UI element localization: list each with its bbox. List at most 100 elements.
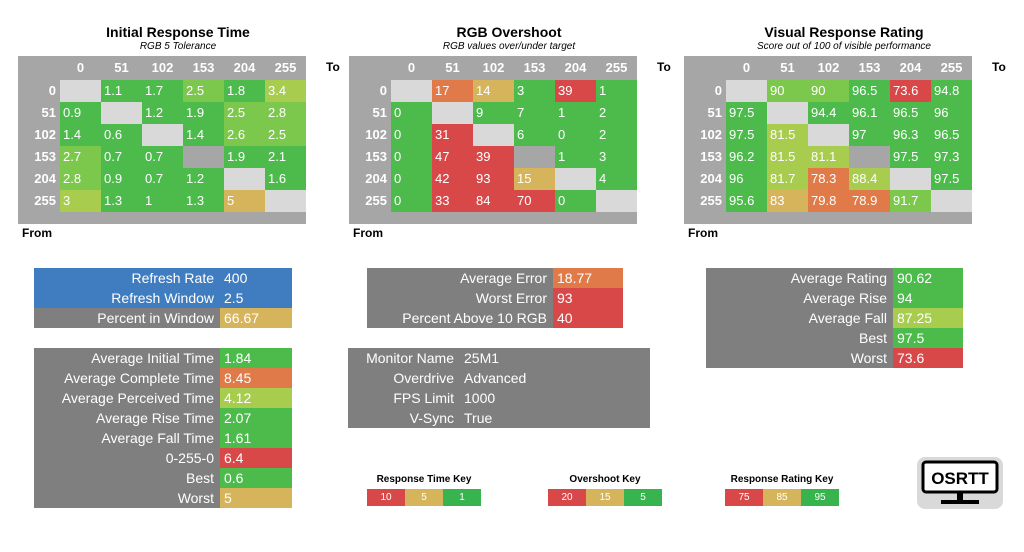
heatmap-cell: 97.3 <box>931 146 972 168</box>
stat-value: 400 <box>220 268 292 288</box>
row-header: 204 <box>700 171 722 186</box>
row-header: 153 <box>34 149 56 164</box>
heatmap-cell: 1.7 <box>142 80 183 102</box>
key-cell: 1 <box>443 489 481 506</box>
stat-label: Average Error <box>460 270 547 286</box>
stat-label: Average Complete Time <box>64 370 214 386</box>
stat-row: Worst Error 93 <box>367 288 623 308</box>
heatmap-cell: 81.1 <box>808 146 849 168</box>
heatmap-cell: 96 <box>931 102 972 124</box>
stat-label: Refresh Rate <box>34 268 220 288</box>
chart-title: RGB Overshoot <box>456 24 562 40</box>
row-header: 153 <box>365 149 387 164</box>
heatmap-cell <box>432 102 473 124</box>
heatmap-grid: 0 51 102 153 204 255 0 51 102 153 204 255 17 14 3 39 1 0 9… <box>349 56 637 224</box>
stat-value: 66.67 <box>220 308 292 328</box>
heatmap-initial-response: Initial Response Time RGB 5 Tolerance 0 5… <box>18 24 340 246</box>
heatmap-cell: 1.4 <box>183 124 224 146</box>
stat-row: Percent Above 10 RGB 40 <box>367 308 623 328</box>
key-cell: 5 <box>405 489 443 506</box>
heatmap-cell: 78.3 <box>808 168 849 190</box>
stat-value: 87.25 <box>893 308 963 328</box>
column-header: 204 <box>899 60 922 75</box>
heatmap-cell: 3 <box>60 190 101 212</box>
heatmap-cell: 7 <box>514 102 555 124</box>
heatmap-cell <box>890 168 931 190</box>
overshoot-key: Overshoot Key 20 15 5 <box>548 473 662 506</box>
heatmap-cell: 1 <box>596 80 637 102</box>
heatmap-cell: 0 <box>391 168 432 190</box>
heatmap-cell: 1.3 <box>101 190 142 212</box>
heatmap-cell: 0 <box>391 190 432 212</box>
column-header: 102 <box>482 60 505 75</box>
stat-value: 2.5 <box>220 288 292 308</box>
chart-subtitle: RGB 5 Tolerance <box>139 41 217 52</box>
heatmap-cell: 1.3 <box>183 190 224 212</box>
heatmap-cell: 78.9 <box>849 190 890 212</box>
column-header: 204 <box>233 60 256 75</box>
stat-value: 73.6 <box>893 348 963 368</box>
heatmap-cell: 39 <box>555 80 596 102</box>
response-time-key: Response Time Key 10 5 1 <box>367 473 481 506</box>
heatmap-cell: 3 <box>596 146 637 168</box>
to-label: To <box>326 60 340 74</box>
heatmap-cell: 5 <box>224 190 265 212</box>
heatmap-cell: 2 <box>596 102 637 124</box>
stat-row: Average Complete Time 8.45 <box>34 368 292 388</box>
from-label: From <box>353 226 383 240</box>
heatmap-cell: 0.7 <box>142 146 183 168</box>
heatmap-cell <box>849 146 890 168</box>
key-cell: 85 <box>763 489 801 506</box>
stat-label: Average Fall <box>808 310 887 326</box>
heatmap-cell: 96.2 <box>726 146 767 168</box>
heatmap-cell: 0.7 <box>101 146 142 168</box>
stat-label: Average Fall Time <box>101 430 214 446</box>
stat-row: Best 0.6 <box>34 468 292 488</box>
heatmap-cell <box>265 190 306 212</box>
overshoot-panel: Average Error 18.77 Worst Error 93 Percent A… <box>367 268 623 328</box>
stat-value: 4.12 <box>220 388 292 408</box>
stat-label: 0-255-0 <box>165 450 214 466</box>
heatmap-cell <box>555 168 596 190</box>
heatmap-cell: 1.2 <box>142 102 183 124</box>
key-cell: 5 <box>624 489 662 506</box>
row-header: 204 <box>365 171 387 186</box>
heatmap-cell: 96.5 <box>849 80 890 102</box>
stat-row: Average Fall Time 1.61 <box>34 428 292 448</box>
heatmap-cell: 1.9 <box>224 146 265 168</box>
stat-row: Worst 5 <box>34 488 292 508</box>
row-header: 153 <box>700 149 722 164</box>
column-header: 204 <box>564 60 587 75</box>
stat-row: Monitor Name 25M1 <box>348 348 646 368</box>
heatmap-cell: 6 <box>514 124 555 146</box>
heatmap-cell: 94.8 <box>931 80 972 102</box>
stat-value: 94 <box>893 288 963 308</box>
stat-row: Overdrive Advanced <box>348 368 646 388</box>
rating-panel: Average Rating 90.62 Average Rise 94 Average… <box>706 268 963 368</box>
heatmap-cell <box>60 80 101 102</box>
heatmap-cell: 93 <box>473 168 514 190</box>
column-header: 0 <box>742 60 751 75</box>
heatmap-cell: 17 <box>432 80 473 102</box>
stat-value: 25M1 <box>464 350 500 366</box>
heatmap-cell <box>767 102 808 124</box>
heatmap-visual-rating: Visual Response Rating Score out of 100 … <box>684 24 1006 246</box>
key-cell: 95 <box>801 489 839 506</box>
stat-row: Average Perceived Time 4.12 <box>34 388 292 408</box>
heatmap-cell <box>514 146 555 168</box>
chart-title: Initial Response Time <box>106 24 250 40</box>
heatmap-cell: 4 <box>596 168 637 190</box>
heatmap-cell: 2.5 <box>265 124 306 146</box>
heatmap-cell: 0 <box>391 146 432 168</box>
heatmap-cell: 73.6 <box>890 80 931 102</box>
stat-label: Overdrive <box>393 370 454 386</box>
column-header: 0 <box>76 60 85 75</box>
heatmap-cell: 81.5 <box>767 146 808 168</box>
heatmap-cell: 47 <box>432 146 473 168</box>
stat-label: Average Initial Time <box>91 350 214 366</box>
heatmap-cell <box>726 80 767 102</box>
heatmap-cell: 1.2 <box>183 168 224 190</box>
row-header: 0 <box>48 83 56 98</box>
times-panel: Average Initial Time 1.84 Average Complete… <box>34 348 292 508</box>
heatmap-cell: 2 <box>596 124 637 146</box>
